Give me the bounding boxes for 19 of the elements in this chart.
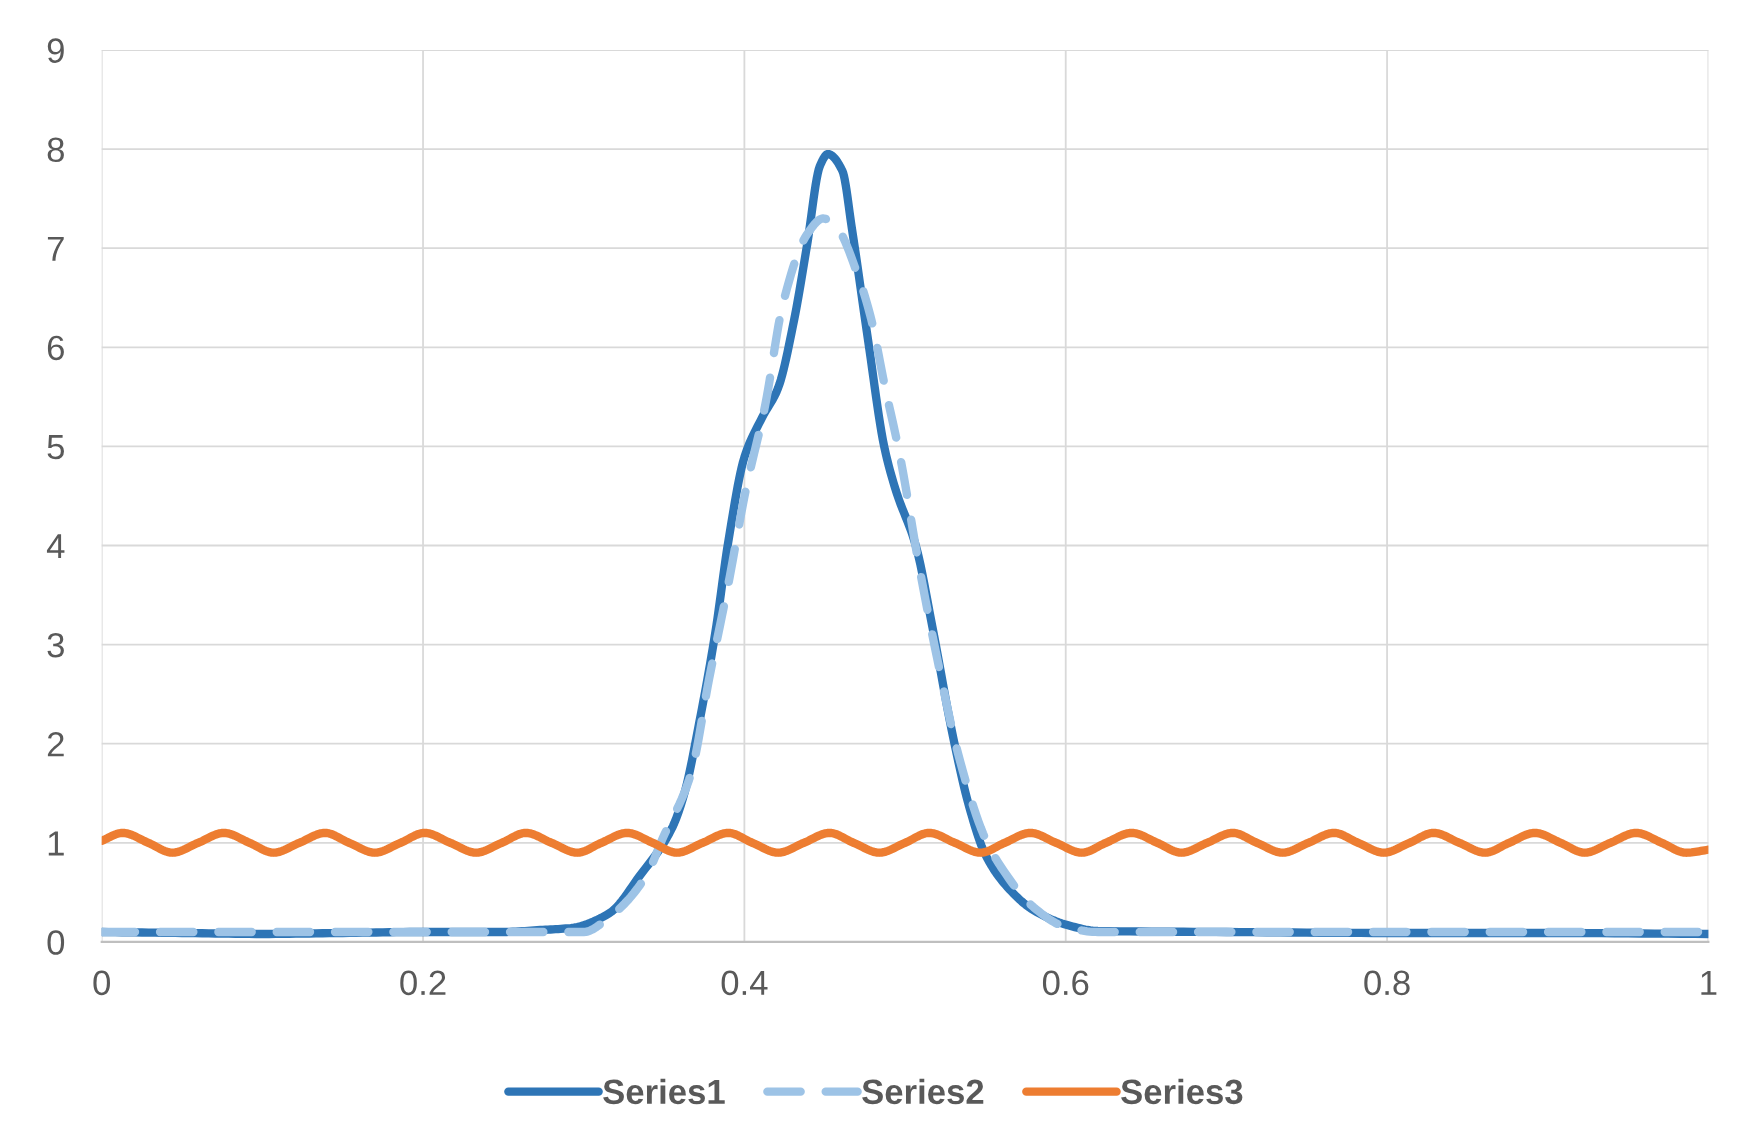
y-tick-label: 5 <box>47 435 64 460</box>
x-tick-label: 0.4 <box>721 970 768 996</box>
x-tick-label: 0.6 <box>1042 970 1089 996</box>
x-tick-label: 1 <box>1701 970 1717 995</box>
y-tick-label: 7 <box>47 236 64 261</box>
legend-label: Series2 <box>862 1078 984 1105</box>
y-tick-label: 0 <box>47 930 65 955</box>
y-tick-label: 6 <box>47 335 64 361</box>
legend-label: Series1 <box>603 1078 725 1105</box>
y-tick-label: 3 <box>47 632 64 658</box>
y-tick-label: 4 <box>46 534 65 559</box>
x-tick-label: 0.8 <box>1364 970 1410 996</box>
y-tick-label: 9 <box>47 38 64 63</box>
y-tick-label: 8 <box>47 137 64 163</box>
x-tick-label: 0 <box>93 970 110 996</box>
y-tick-label: 1 <box>48 831 64 856</box>
y-tick-label: 2 <box>47 732 64 757</box>
legend-label: Series3 <box>1121 1078 1243 1105</box>
x-tick-label: 0.2 <box>400 970 446 996</box>
